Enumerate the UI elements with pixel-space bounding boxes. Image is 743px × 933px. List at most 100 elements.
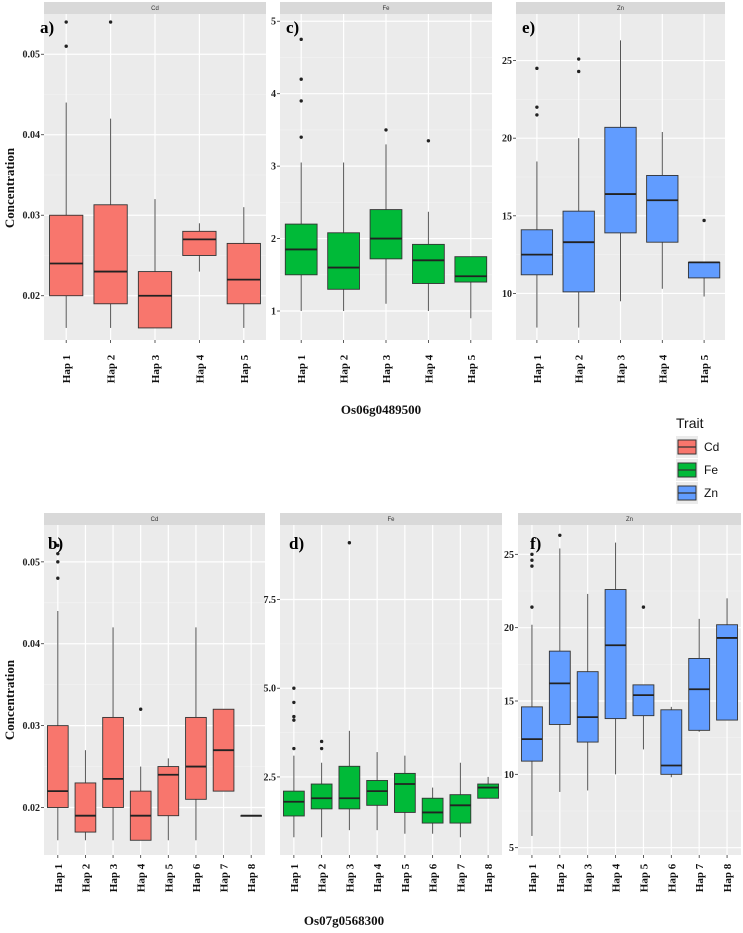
x-tick-label-d: Hap 5	[400, 863, 412, 892]
box-body	[47, 725, 69, 808]
y-tick-label-f: 20	[504, 623, 514, 634]
box-b-5	[157, 758, 180, 841]
box-body	[74, 782, 97, 833]
outlier-point	[56, 551, 60, 556]
strip-label-e: Zn	[617, 6, 624, 12]
strip-d	[280, 513, 502, 525]
box-b-3	[102, 627, 124, 841]
box-a-3	[137, 199, 173, 329]
y-tick-label-e: 10	[502, 289, 512, 300]
y-tick-label-f: 15	[504, 697, 514, 708]
box-a-2	[93, 20, 128, 328]
legend-label-zn: Zn	[704, 486, 718, 500]
x-tick-label-f: Hap 8	[722, 863, 734, 892]
box-f-1	[521, 552, 543, 836]
y-tick-label-a: 0.03	[23, 211, 41, 222]
x-tick-label-f: Hap 6	[666, 863, 678, 892]
box-body	[412, 243, 445, 284]
outlier-point	[641, 605, 646, 609]
outlier-point	[108, 20, 113, 24]
outlier-point	[577, 69, 581, 74]
box-d-8	[477, 776, 499, 799]
outlier-point	[535, 66, 539, 71]
box-body	[366, 780, 388, 806]
x-tick-label-b: Hap 5	[163, 863, 175, 892]
x-tick-label-f: Hap 1	[527, 864, 539, 892]
panel-tag-e: e)	[522, 18, 535, 37]
box-e-2	[562, 57, 595, 328]
x-tick-label-a: Hap 4	[194, 354, 206, 383]
strip-f	[518, 513, 741, 525]
gene-label-os06: Os06g0489500	[341, 402, 421, 417]
outlier-point	[299, 99, 303, 103]
x-tick-label-d: Hap 8	[483, 863, 495, 892]
strip-c	[280, 2, 492, 14]
legend-label-fe: Fe	[704, 463, 718, 477]
strip-e	[516, 2, 725, 14]
box-body	[660, 709, 683, 775]
box-body	[520, 229, 554, 276]
box-a-5	[226, 207, 261, 328]
box-b-2	[74, 750, 97, 841]
x-tick-label-a: Hap 1	[61, 355, 73, 383]
box-c-3	[369, 128, 403, 304]
x-tick-label-c: Hap 1	[296, 355, 308, 383]
box-body	[185, 716, 207, 800]
x-tick-label-f: Hap 7	[694, 863, 706, 892]
x-tick-label-e: Hap 2	[574, 354, 586, 383]
outlier-point	[138, 707, 143, 711]
box-c-2	[327, 162, 360, 312]
outlier-point	[292, 746, 296, 751]
strip-a	[44, 2, 266, 14]
box-f-2	[548, 533, 571, 792]
box-body	[604, 589, 627, 720]
outlier-point	[702, 218, 706, 223]
x-tick-label-d: Hap 4	[372, 863, 384, 892]
x-tick-label-c: Hap 4	[423, 354, 435, 383]
x-tick-label-b: Hap 2	[80, 863, 92, 892]
y-tick-label-d: 7.5	[264, 595, 277, 606]
box-c-5	[454, 256, 488, 319]
x-tick-label-e: Hap 4	[657, 354, 669, 383]
box-f-4	[604, 542, 627, 775]
strip-label-d: Fe	[387, 517, 395, 523]
box-body	[137, 271, 173, 329]
y-tick-label-c: 2	[271, 234, 276, 245]
box-d-2	[310, 739, 333, 838]
x-tick-label-d: Hap 1	[289, 864, 301, 892]
legend-item-fe: Fe	[676, 459, 718, 481]
box-b-1	[47, 543, 69, 841]
strip-label-a: Cd	[151, 6, 159, 12]
box-f-8	[716, 598, 738, 721]
outlier-point	[292, 686, 296, 690]
x-tick-label-b: Hap 1	[53, 864, 65, 892]
y-tick-label-b: 0.03	[23, 721, 41, 732]
outlier-point	[558, 533, 562, 537]
panel-d: Fe 2.5 5.0 7.5 Hap 1 Hap 2 Hap 3 Hap 4 Hap 5 Hap …	[264, 513, 502, 892]
y-tick-label-c: 1	[271, 307, 276, 318]
box-c-4	[412, 139, 445, 312]
y-tick-label-a: 0.04	[23, 130, 41, 141]
panel-f: Zn 5 10 15 20 25 Hap 1 Hap 2 Hap 3 Hap 4 Hap 5 Hap …	[504, 513, 741, 892]
strip-label-c: Fe	[382, 6, 390, 12]
x-tick-label-f: Hap 3	[583, 863, 595, 892]
panel-e: Zn 10 15 20 25 Hap 1 Hap 2 Hap 3 Hap 4 Hap 5 e)	[502, 2, 725, 383]
y-tick-label-f: 10	[504, 770, 514, 781]
y-tick-label-b: 0.05	[23, 557, 41, 568]
box-body	[327, 232, 360, 290]
box-body	[93, 204, 128, 305]
box-body	[454, 256, 488, 283]
box-d-5	[394, 755, 416, 834]
box-body	[369, 209, 403, 260]
panel-b: Cd 0.02 0.03 0.04 0.05 Hap 1 Hap 2 Hap 3 Hap 4 Ha…	[23, 513, 265, 892]
outlier-point	[299, 37, 303, 42]
box-body	[102, 716, 124, 808]
legend-label-cd: Cd	[704, 440, 719, 454]
outlier-point	[530, 552, 534, 557]
legend-item-zn: Zn	[676, 482, 718, 504]
box-body	[449, 794, 472, 824]
box-body	[182, 230, 217, 256]
box-body	[687, 261, 721, 279]
legend-item-cd: Cd	[676, 436, 719, 458]
box-d-4	[366, 752, 388, 831]
